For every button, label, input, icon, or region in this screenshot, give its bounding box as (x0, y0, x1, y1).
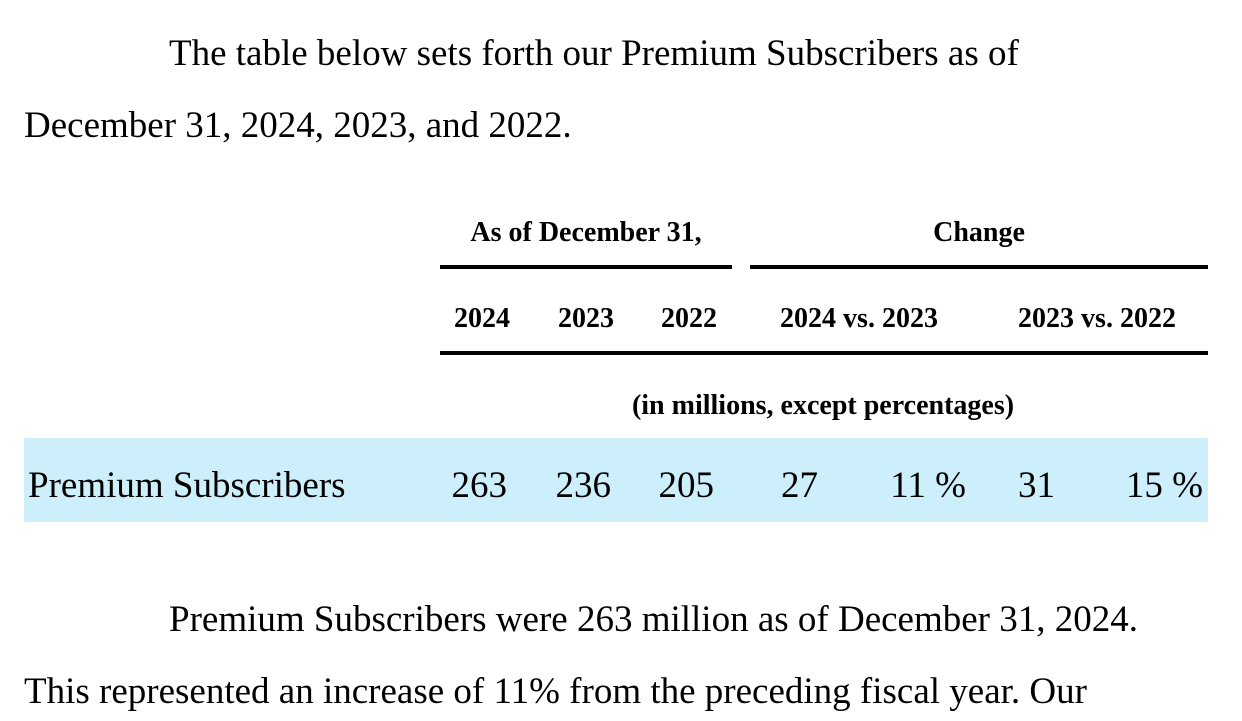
cell-change-2023-vs-2022: 31 (1018, 465, 1055, 506)
column-header-rule (440, 351, 1208, 355)
group-rule-as-of (440, 265, 732, 269)
cell-2024: 263 (451, 465, 508, 506)
col-header-2023-vs-2022: 2023 vs. 2022 (1018, 303, 1176, 334)
cell-pct-2023-vs-2022: 15 % (1125, 465, 1203, 506)
cell-change-2024-vs-2023: 27 (781, 465, 818, 506)
cell-2022: 205 (658, 465, 715, 506)
col-header-2023: 2023 (558, 303, 614, 334)
units-note: (in millions, except percentages) (631, 390, 1015, 421)
group-rule-change (750, 265, 1208, 269)
row-label: Premium Subscribers (28, 465, 346, 506)
col-header-2024: 2024 (454, 303, 510, 334)
col-header-2024-vs-2023: 2024 vs. 2023 (780, 303, 938, 334)
cell-2023: 236 (555, 465, 612, 506)
table-row (24, 438, 1208, 522)
body-line-1: Premium Subscribers were 263 million as … (169, 599, 1138, 640)
intro-line-2: December 31, 2024, 2023, and 2022. (24, 105, 572, 146)
col-header-2022: 2022 (661, 303, 717, 334)
intro-line-1: The table below sets forth our Premium S… (169, 33, 1019, 74)
cell-pct-2024-vs-2023: 11 % (890, 465, 966, 506)
body-line-2: This represented an increase of 11% from… (24, 671, 1087, 712)
group-header-change: Change (933, 217, 1025, 248)
group-header-as-of: As of December 31, (470, 217, 702, 248)
